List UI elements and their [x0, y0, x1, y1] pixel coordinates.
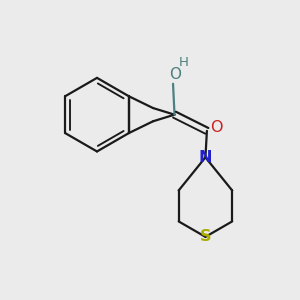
Text: O: O: [210, 120, 223, 135]
Text: N: N: [199, 150, 212, 165]
Text: O: O: [169, 67, 181, 82]
Text: S: S: [200, 230, 211, 244]
Text: H: H: [178, 56, 188, 69]
